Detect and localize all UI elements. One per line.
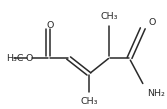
Text: O: O xyxy=(46,21,54,30)
Text: CH₃: CH₃ xyxy=(80,97,98,106)
Text: O: O xyxy=(26,54,33,63)
Text: O: O xyxy=(148,19,156,27)
Text: CH₃: CH₃ xyxy=(101,12,118,21)
Text: H₃C: H₃C xyxy=(6,54,24,63)
Text: NH₂: NH₂ xyxy=(147,89,164,98)
